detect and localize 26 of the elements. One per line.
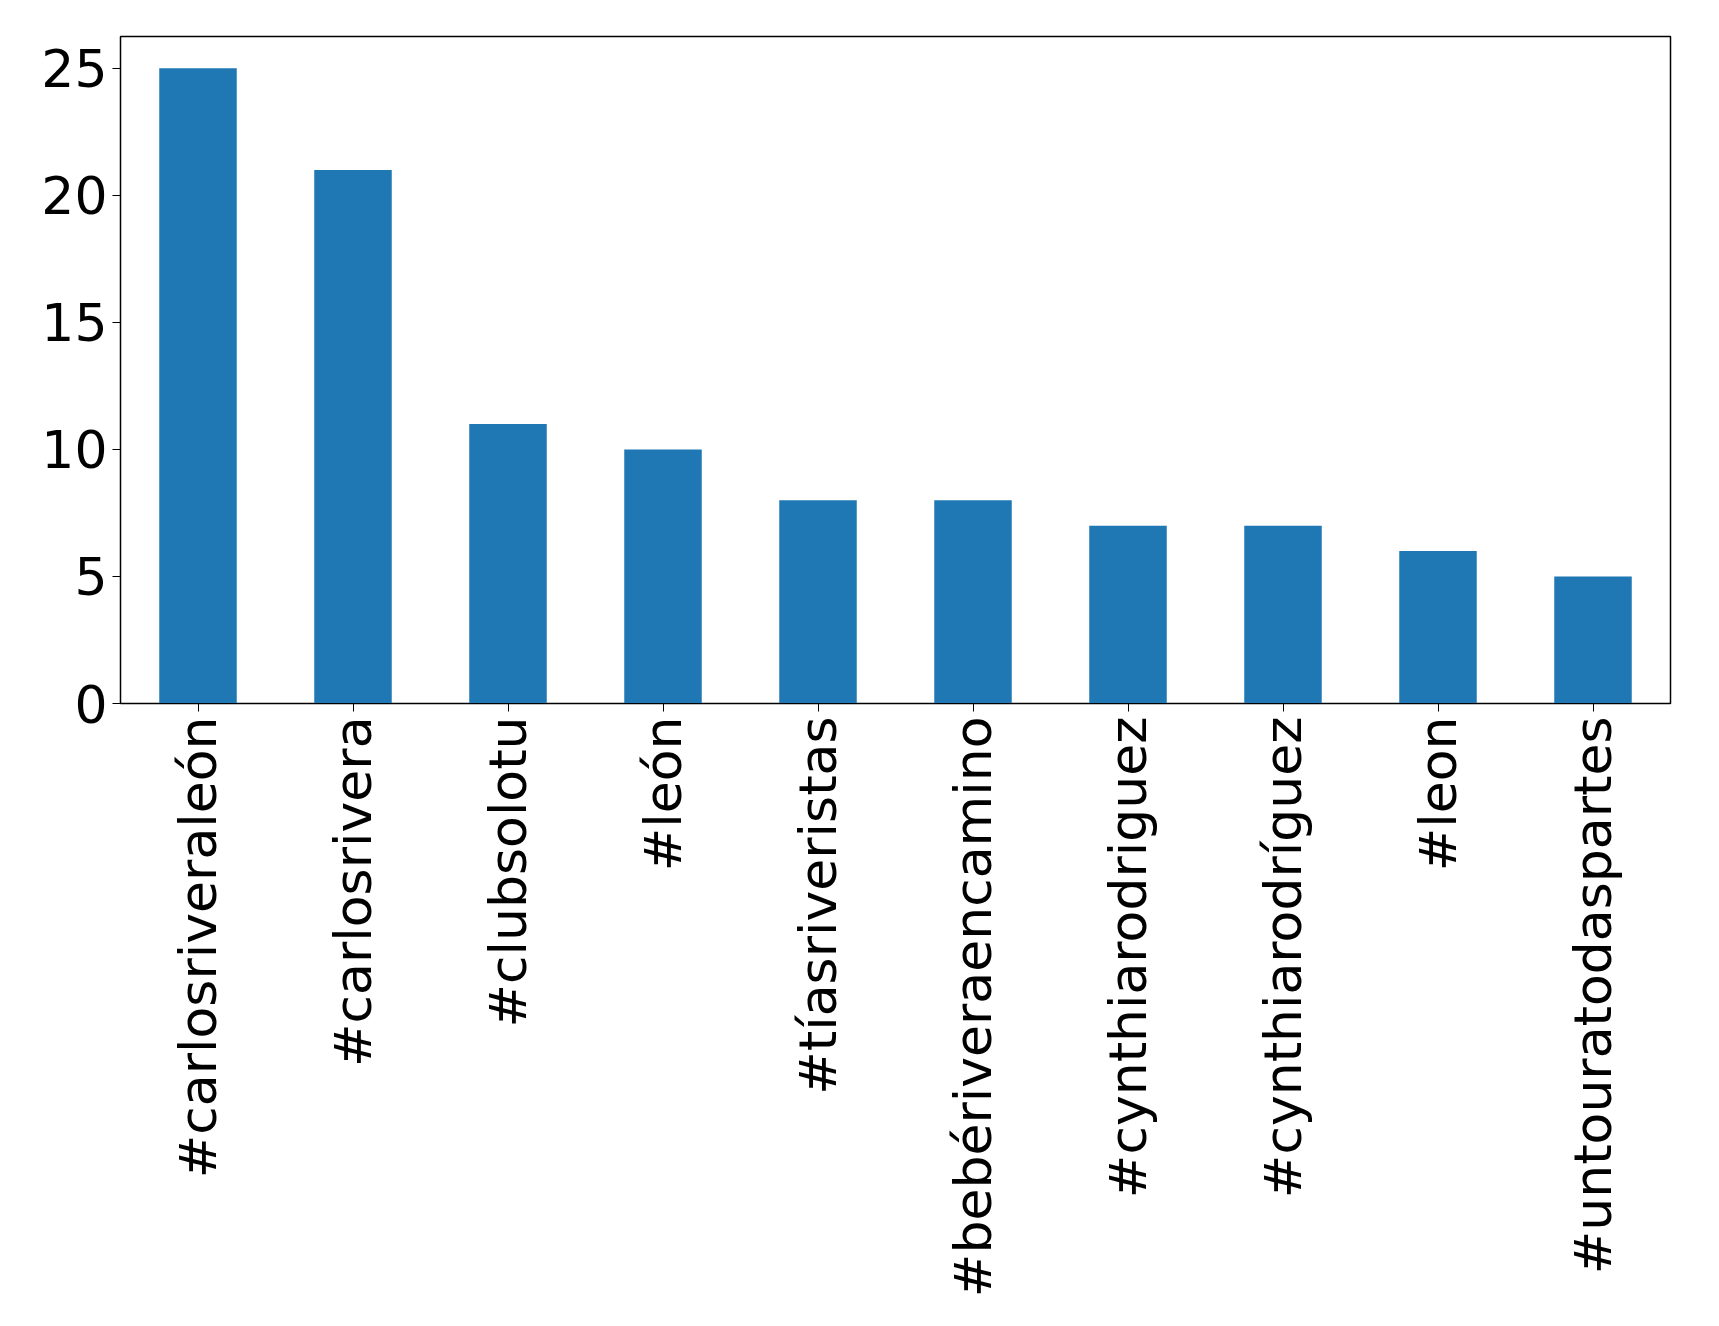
- x-tick-label: #león: [633, 716, 693, 872]
- bar: [159, 68, 237, 704]
- x-tick-label: #untouratodaspartes: [1563, 716, 1623, 1275]
- y-tick-label: 5: [74, 547, 108, 608]
- y-tick-label: 10: [41, 420, 108, 481]
- x-tick-label: #carlosrivera: [323, 716, 383, 1068]
- y-tick-label: 0: [74, 674, 108, 735]
- x-tick-label: #carlosriveraleón: [168, 716, 228, 1179]
- bar: [1244, 525, 1322, 704]
- x-tick-label: #leon: [1408, 716, 1468, 872]
- bar: [1089, 525, 1167, 704]
- bar: [314, 169, 392, 704]
- y-tick-label: 20: [41, 166, 108, 227]
- y-tick-label: 25: [41, 39, 108, 100]
- x-tick-label: #clubsolotu: [478, 716, 538, 1028]
- x-tick-label: #bebériveraencamino: [943, 716, 1003, 1298]
- bar: [1554, 576, 1632, 704]
- bar: [779, 500, 857, 704]
- y-tick-label: 15: [41, 293, 108, 354]
- bar: [934, 500, 1012, 704]
- bar: [1399, 551, 1477, 704]
- bar: [469, 424, 547, 704]
- bar: [624, 449, 702, 704]
- x-tick-label: #cynthiarodriguez: [1098, 716, 1158, 1199]
- x-tick-label: #tíasriveristas: [788, 716, 848, 1095]
- x-tick-label: #cynthiarodríguez: [1253, 716, 1313, 1199]
